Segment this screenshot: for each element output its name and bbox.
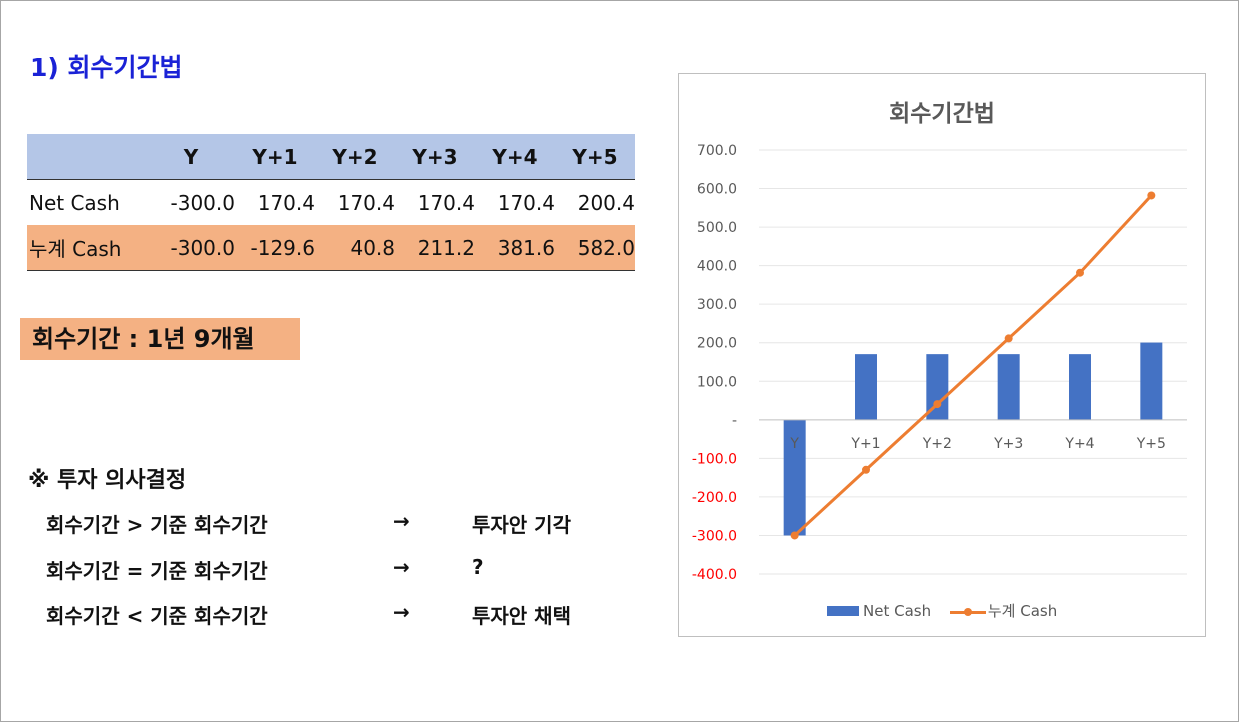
rule-result: ? bbox=[472, 555, 484, 579]
x-tick-label: Y+4 bbox=[1064, 436, 1094, 452]
x-tick-label: Y+3 bbox=[993, 436, 1023, 452]
legend-label: Net Cash bbox=[863, 601, 932, 620]
legend-item-net-cash: Net Cash bbox=[827, 602, 931, 620]
point-cumulative-cash bbox=[1147, 191, 1156, 200]
decision-title: ※ 투자 의사결정 bbox=[28, 468, 187, 493]
y-tick-label: -100.0 bbox=[692, 451, 737, 467]
table-header-cell: Y+5 bbox=[555, 134, 635, 180]
y-tick-label: 400.0 bbox=[697, 259, 737, 275]
table-header-cell bbox=[27, 134, 147, 180]
table-header-cell: Y bbox=[147, 134, 235, 180]
y-tick-label: - bbox=[732, 413, 737, 429]
table-cell: 200.4 bbox=[577, 190, 635, 215]
table-cell: 170.4 bbox=[417, 190, 475, 215]
table-header-row: Y Y+1 Y+2 Y+3 Y+4 Y+5 bbox=[27, 134, 635, 180]
chart-title: 회수기간법 bbox=[889, 101, 995, 127]
payback-period-result: 회수기간 : 1년 9개월 bbox=[20, 318, 300, 360]
decision-rule: 회수기간 = 기준 회수기간 → ? bbox=[46, 555, 646, 585]
y-tick-label: 600.0 bbox=[697, 182, 737, 198]
y-tick-label: -400.0 bbox=[692, 567, 737, 583]
y-tick-label: -300.0 bbox=[692, 528, 737, 544]
point-cumulative-cash bbox=[862, 465, 870, 474]
right-arrow-icon: → bbox=[393, 509, 410, 533]
line-cumulative-cash bbox=[793, 194, 1153, 537]
rule-condition: 회수기간 = 기준 회수기간 bbox=[46, 559, 268, 583]
point-cumulative-cash bbox=[790, 531, 799, 540]
legend-swatch-bar bbox=[827, 606, 859, 616]
bar-net-cash bbox=[1069, 354, 1091, 420]
table-header-cell: Y+3 bbox=[395, 134, 475, 180]
y-tick-label: 200.0 bbox=[697, 336, 737, 352]
bar-net-cash bbox=[997, 354, 1020, 420]
table-cell: -300.0 bbox=[147, 225, 235, 271]
point-cumulative-cash bbox=[1004, 334, 1013, 343]
row-label: 누계 Cash bbox=[27, 225, 147, 271]
rule-condition: 회수기간 > 기준 회수기간 bbox=[46, 513, 268, 537]
x-tick-label: Y+2 bbox=[922, 436, 952, 452]
point-cumulative-cash bbox=[933, 400, 942, 409]
table-row: 누계 Cash -300.0 -129.6 40.8 211.2 381.6 5… bbox=[27, 225, 635, 271]
legend-swatch-line bbox=[949, 607, 986, 617]
section-title: 1) 회수기간법 bbox=[30, 53, 183, 82]
decision-rule: 회수기간 < 기준 회수기간 → 투자안 채택 bbox=[46, 600, 646, 630]
bar-net-cash bbox=[1140, 342, 1163, 420]
bar-net-cash bbox=[926, 354, 949, 420]
table-cell: 211.2 bbox=[395, 225, 475, 271]
y-tick-label: -200.0 bbox=[692, 490, 737, 506]
bar-net-cash bbox=[855, 354, 877, 420]
decision-rule: 회수기간 > 기준 회수기간 → 투자안 기각 bbox=[46, 509, 646, 539]
table-cell: 170.4 bbox=[497, 190, 555, 215]
x-tick-label: Y+1 bbox=[850, 436, 880, 452]
table-cell: 170.4 bbox=[257, 190, 315, 215]
table-row: Net Cash -300.0 170.4 170.4 170.4 170.4 … bbox=[27, 180, 635, 226]
table-header-cell: Y+4 bbox=[475, 134, 555, 180]
rule-result: 투자안 기각 bbox=[472, 513, 571, 537]
row-label: Net Cash bbox=[29, 190, 120, 215]
table-header-cell: Y+2 bbox=[315, 134, 395, 180]
chart-container: 회수기간법 700.0 600.0 500.0 400.0 300.0 200.0 100.… bbox=[678, 73, 1206, 637]
table-cell: 40.8 bbox=[315, 225, 395, 271]
x-tick-label: Y bbox=[789, 436, 799, 452]
point-cumulative-cash bbox=[1076, 268, 1084, 277]
y-tick-label: 700.0 bbox=[697, 143, 737, 159]
right-arrow-icon: → bbox=[393, 555, 410, 579]
right-arrow-icon: → bbox=[393, 600, 410, 624]
rule-result: 투자안 채택 bbox=[472, 604, 571, 628]
table-cell: 170.4 bbox=[337, 190, 395, 215]
table-cell: 582.0 bbox=[555, 225, 635, 271]
chart-plot: 700.0 600.0 500.0 400.0 300.0 200.0 100.0 - -100… bbox=[692, 143, 1187, 583]
y-tick-label: 500.0 bbox=[697, 220, 737, 236]
y-tick-label: 100.0 bbox=[697, 374, 737, 390]
table-cell: -129.6 bbox=[235, 225, 315, 271]
rule-condition: 회수기간 < 기준 회수기간 bbox=[46, 604, 268, 628]
table-cell: -300.0 bbox=[170, 190, 235, 215]
bar-net-cash bbox=[783, 419, 806, 536]
legend-item-cumulative-cash: 누계 Cash bbox=[949, 600, 1058, 621]
cash-flow-table: Y Y+1 Y+2 Y+3 Y+4 Y+5 Net Cash -300.0 17… bbox=[27, 134, 635, 271]
legend-label: 누계 Cash bbox=[987, 602, 1058, 620]
x-tick-label: Y+5 bbox=[1136, 436, 1166, 452]
table-cell: 381.6 bbox=[475, 225, 555, 271]
table-header-cell: Y+1 bbox=[235, 134, 315, 180]
y-tick-label: 300.0 bbox=[697, 297, 737, 313]
chart-legend: Net Cash 누계 Cash bbox=[827, 600, 1071, 621]
